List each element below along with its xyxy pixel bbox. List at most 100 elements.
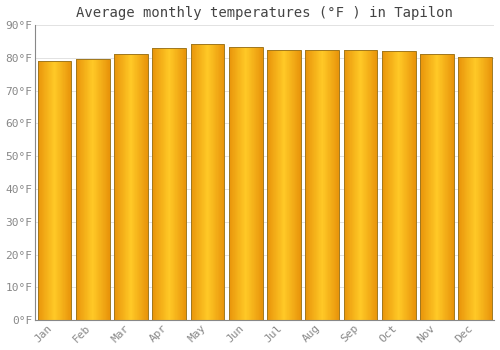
Bar: [478, 57, 479, 320]
Bar: [68, 61, 69, 320]
Bar: [63, 61, 64, 320]
Bar: [491, 57, 492, 320]
Bar: [483, 57, 484, 320]
Bar: [179, 48, 180, 320]
Bar: [83, 60, 84, 320]
Bar: [233, 47, 234, 320]
Bar: [344, 50, 345, 320]
Bar: [143, 54, 144, 320]
Bar: [356, 50, 357, 320]
Bar: [108, 60, 109, 320]
Bar: [209, 44, 210, 320]
Bar: [405, 51, 406, 320]
Bar: [142, 54, 143, 320]
Bar: [316, 50, 317, 320]
Bar: [474, 57, 475, 320]
Bar: [281, 50, 282, 320]
Bar: [467, 57, 468, 320]
Bar: [135, 54, 136, 320]
Bar: [121, 54, 122, 320]
Bar: [351, 50, 352, 320]
Bar: [123, 54, 124, 320]
Bar: [431, 54, 432, 320]
Bar: [70, 61, 72, 320]
Bar: [204, 44, 206, 320]
Bar: [103, 60, 104, 320]
Bar: [237, 47, 238, 320]
Bar: [192, 44, 193, 320]
Bar: [374, 50, 375, 320]
Bar: [128, 54, 130, 320]
Bar: [350, 50, 351, 320]
Bar: [402, 51, 404, 320]
Bar: [359, 50, 360, 320]
Bar: [278, 50, 279, 320]
Bar: [371, 50, 372, 320]
Bar: [394, 51, 395, 320]
Bar: [116, 54, 117, 320]
Bar: [82, 60, 83, 320]
Bar: [433, 54, 434, 320]
Bar: [473, 57, 474, 320]
Bar: [481, 57, 482, 320]
Bar: [410, 51, 411, 320]
Bar: [47, 61, 48, 320]
Bar: [312, 50, 314, 320]
Bar: [80, 60, 81, 320]
Bar: [140, 54, 141, 320]
Bar: [458, 57, 492, 320]
Bar: [280, 50, 281, 320]
Bar: [486, 57, 487, 320]
Bar: [283, 50, 284, 320]
Bar: [246, 47, 247, 320]
Bar: [484, 57, 485, 320]
Bar: [363, 50, 364, 320]
Bar: [404, 51, 405, 320]
Bar: [42, 61, 43, 320]
Bar: [372, 50, 373, 320]
Bar: [349, 50, 350, 320]
Bar: [214, 44, 215, 320]
Bar: [184, 48, 185, 320]
Bar: [174, 48, 175, 320]
Bar: [242, 47, 243, 320]
Bar: [319, 50, 320, 320]
Bar: [327, 50, 328, 320]
Bar: [114, 54, 148, 320]
Bar: [369, 50, 370, 320]
Bar: [449, 54, 450, 320]
Bar: [413, 51, 414, 320]
Bar: [460, 57, 462, 320]
Bar: [221, 44, 222, 320]
Bar: [314, 50, 315, 320]
Bar: [182, 48, 184, 320]
Bar: [289, 50, 290, 320]
Bar: [94, 60, 95, 320]
Bar: [311, 50, 312, 320]
Bar: [77, 60, 78, 320]
Bar: [240, 47, 242, 320]
Bar: [84, 60, 85, 320]
Bar: [411, 51, 412, 320]
Bar: [308, 50, 309, 320]
Bar: [168, 48, 169, 320]
Bar: [258, 47, 259, 320]
Bar: [465, 57, 466, 320]
Bar: [159, 48, 160, 320]
Bar: [217, 44, 218, 320]
Bar: [48, 61, 49, 320]
Bar: [293, 50, 294, 320]
Bar: [176, 48, 177, 320]
Bar: [97, 60, 98, 320]
Bar: [166, 48, 167, 320]
Bar: [267, 50, 301, 320]
Bar: [229, 47, 262, 320]
Bar: [385, 51, 386, 320]
Bar: [318, 50, 319, 320]
Bar: [154, 48, 155, 320]
Bar: [244, 47, 245, 320]
Bar: [415, 51, 416, 320]
Bar: [469, 57, 470, 320]
Bar: [376, 50, 377, 320]
Bar: [427, 54, 428, 320]
